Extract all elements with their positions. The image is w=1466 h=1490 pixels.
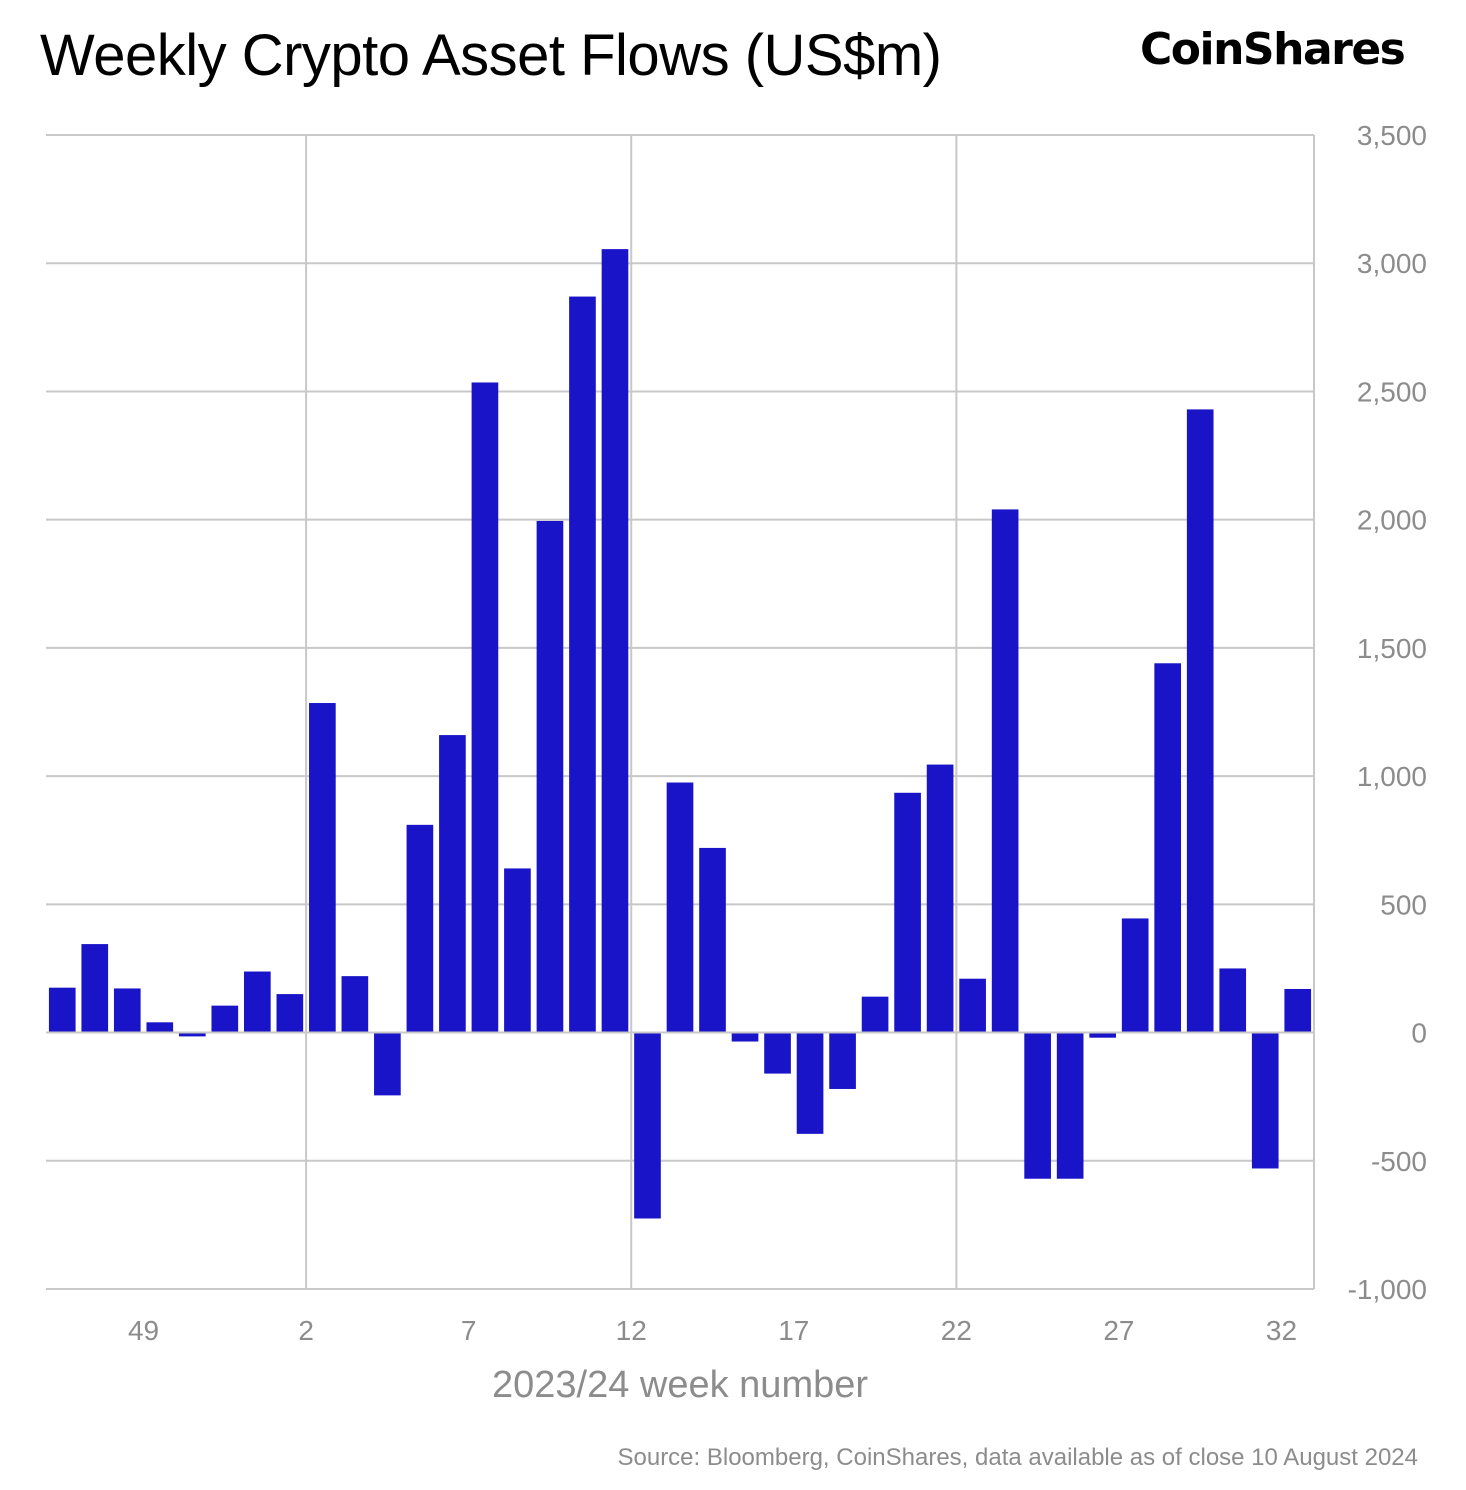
bar-week-46 bbox=[48, 987, 76, 1033]
bar-week-11 bbox=[601, 249, 629, 1033]
bar-week-13 bbox=[666, 782, 694, 1033]
x-tick-label: 17 bbox=[778, 1315, 809, 1346]
bar-week-14 bbox=[699, 847, 726, 1033]
x-tick-label: 27 bbox=[1103, 1315, 1134, 1346]
chart-bars bbox=[46, 249, 1314, 1219]
y-tick-label: -500 bbox=[1371, 1146, 1427, 1177]
y-tick-label: 0 bbox=[1411, 1018, 1427, 1049]
y-tick-label: 1,000 bbox=[1357, 761, 1427, 792]
bar-week-26 bbox=[1089, 1032, 1116, 1038]
x-tick-label: 12 bbox=[616, 1315, 647, 1346]
x-axis-tick-labels: 49 2 7 12 17 22 27 32 bbox=[128, 1315, 1297, 1346]
bar-week-4 bbox=[374, 1032, 401, 1096]
source-note: Source: Bloomberg, CoinShares, data avai… bbox=[617, 1444, 1418, 1471]
chart-grid bbox=[46, 134, 1315, 1290]
bar-week-25 bbox=[1056, 1032, 1084, 1179]
y-tick-label: 500 bbox=[1380, 889, 1427, 920]
bar-week-12 bbox=[634, 1032, 661, 1219]
x-tick-label: 32 bbox=[1266, 1315, 1297, 1346]
bar-week-27 bbox=[1121, 918, 1149, 1033]
bar-week-2 bbox=[309, 703, 336, 1033]
y-axis-tick-labels: 3,500 3,000 2,500 2,000 1,500 1,000 500 0 -500 -1… bbox=[1348, 120, 1427, 1305]
bar-week-29 bbox=[1186, 409, 1214, 1033]
weekly-flows-bar-chart: 3,500 3,000 2,500 2,000 1,500 1,000 500 0 -500 -1… bbox=[46, 120, 1427, 1406]
bar-week-50 bbox=[178, 1032, 206, 1037]
bar-week-47 bbox=[81, 944, 109, 1033]
bar-week-22 bbox=[959, 978, 986, 1033]
x-tick-label: 49 bbox=[128, 1315, 159, 1346]
bar-week-51 bbox=[211, 1005, 239, 1033]
chart-title: Weekly Crypto Asset Flows (US$m) bbox=[40, 23, 942, 88]
y-tick-label: -1,000 bbox=[1348, 1274, 1427, 1305]
bar-week-32 bbox=[1284, 988, 1312, 1033]
bar-week-5 bbox=[406, 824, 434, 1033]
bar-week-30 bbox=[1219, 968, 1247, 1033]
bar-week-18 bbox=[829, 1032, 856, 1089]
bar-week-1 bbox=[276, 994, 304, 1033]
bar-week-6 bbox=[439, 735, 466, 1033]
bar-week-28 bbox=[1154, 663, 1182, 1033]
x-tick-label: 2 bbox=[298, 1315, 314, 1346]
bar-week-17 bbox=[796, 1032, 824, 1134]
x-tick-label: 22 bbox=[941, 1315, 972, 1346]
bar-week-10 bbox=[569, 296, 596, 1033]
x-axis-title: 2023/24 week number bbox=[492, 1364, 868, 1406]
bar-week-21 bbox=[926, 764, 954, 1033]
bar-week-19 bbox=[861, 996, 889, 1033]
y-tick-label: 1,500 bbox=[1357, 633, 1427, 664]
bar-week-3 bbox=[341, 976, 369, 1033]
bar-week-49 bbox=[146, 1022, 174, 1033]
bar-week-15 bbox=[731, 1032, 759, 1042]
bar-week-16 bbox=[764, 1032, 791, 1074]
bar-week-7 bbox=[471, 382, 499, 1033]
bar-week-8 bbox=[504, 868, 531, 1033]
y-tick-label: 2,000 bbox=[1357, 505, 1427, 536]
bar-week-52 bbox=[244, 971, 271, 1033]
bar-week-23 bbox=[991, 509, 1019, 1033]
bar-week-48 bbox=[113, 988, 141, 1033]
bar-week-20 bbox=[894, 792, 921, 1033]
y-tick-label: 3,000 bbox=[1357, 248, 1427, 279]
x-tick-label: 7 bbox=[461, 1315, 477, 1346]
bar-week-24 bbox=[1024, 1032, 1051, 1179]
bar-week-31 bbox=[1251, 1032, 1279, 1169]
y-tick-label: 2,500 bbox=[1357, 376, 1427, 407]
coinshares-logo: CoinShares bbox=[1140, 24, 1406, 75]
y-tick-label: 3,500 bbox=[1357, 120, 1427, 151]
bar-week-9 bbox=[536, 520, 564, 1033]
